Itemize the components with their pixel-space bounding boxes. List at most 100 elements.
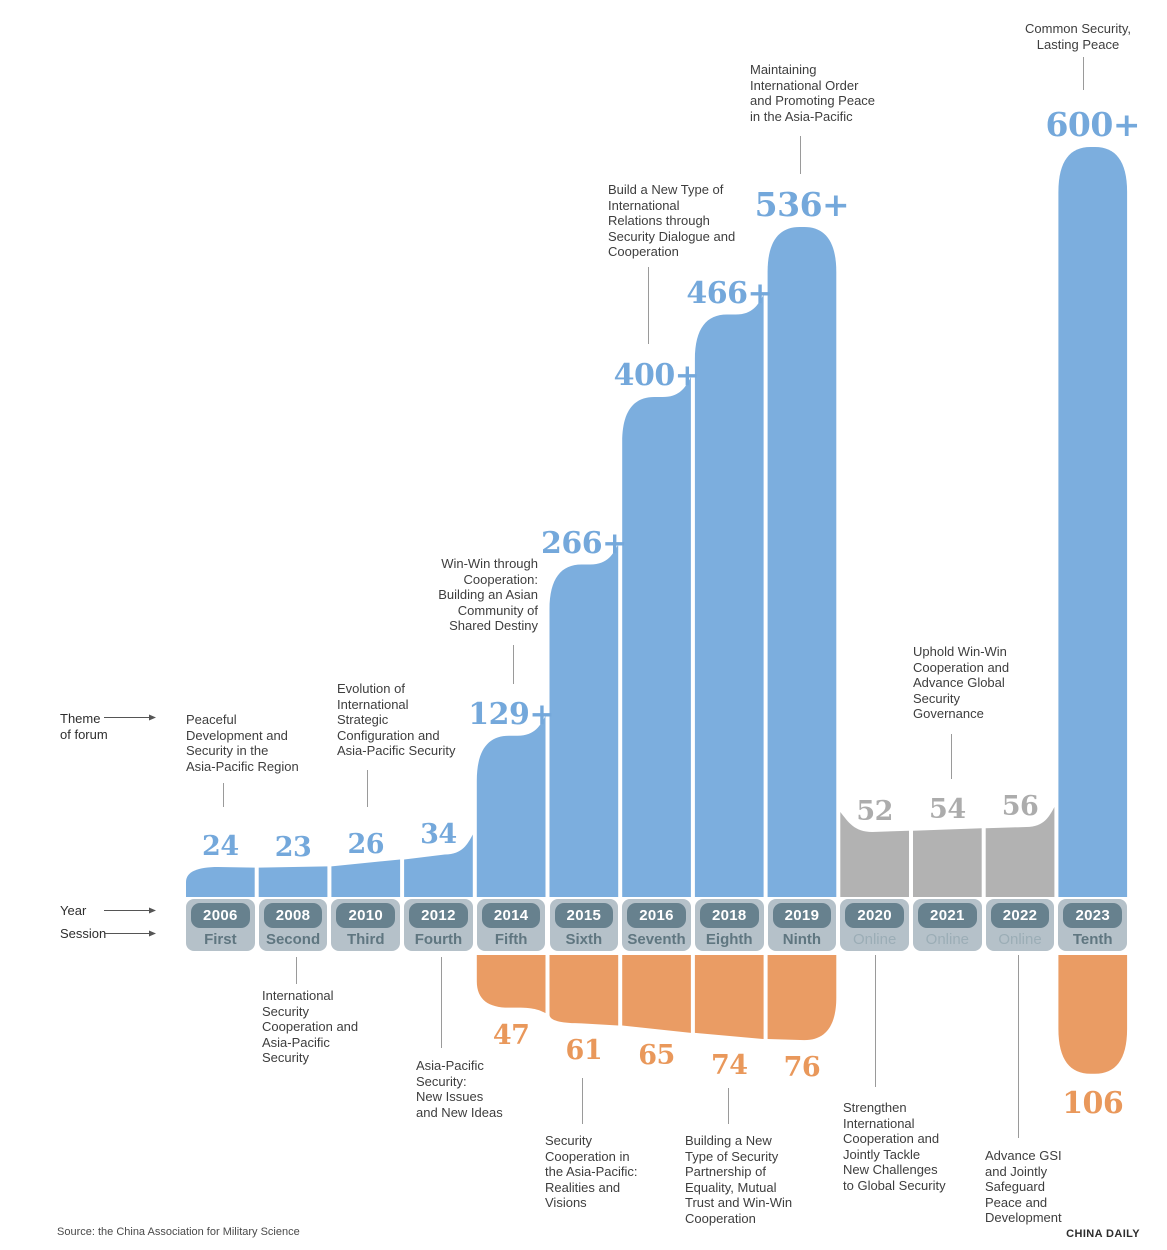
session-arrow-icon	[104, 930, 156, 937]
year-badge-2022: 2022	[990, 903, 1050, 928]
session-label-2018: Eighth	[705, 931, 753, 948]
bar-segment	[549, 544, 619, 897]
band-cell-2010: 2010 Third	[331, 899, 401, 951]
value-label-top-2015: 266+	[540, 525, 627, 561]
theme-leader-line-2023	[1083, 57, 1084, 90]
theme-label-2008: International Security Cooperation and A…	[262, 988, 359, 1066]
theme-label-2015: Security Cooperation in the Asia-Pacific…	[545, 1133, 638, 1211]
bar-segment	[840, 812, 909, 897]
value-label-bottom-2014: 47	[492, 1019, 530, 1051]
bar-segment	[767, 227, 837, 897]
theme-leader-line-2006	[223, 783, 224, 807]
year-arrow-icon	[104, 907, 156, 914]
bar-segment	[476, 715, 546, 897]
theme-label-2012: Asia-Pacific Security: New Issues and Ne…	[416, 1058, 503, 1120]
theme-leader-line-2014	[513, 645, 514, 684]
bar-segment	[186, 867, 255, 897]
bar-segment	[694, 294, 764, 897]
theme-arrow-icon	[104, 714, 156, 721]
session-label-2014: Fifth	[494, 931, 528, 948]
value-label-top-2021: 54	[929, 793, 966, 825]
year-badge-2012: 2012	[409, 903, 468, 928]
bar-segment	[985, 807, 1055, 897]
theme-label-2023: Common Security, Lasting Peace	[1025, 21, 1131, 52]
theme-leader-line-2010	[367, 770, 368, 807]
bar-segment	[404, 834, 473, 897]
publisher-credit: CHINA DAILY	[1066, 1228, 1140, 1240]
theme-leader-line-2016	[648, 267, 649, 344]
band-cell-2023: 2023 Tenth	[1058, 899, 1128, 951]
value-label-top-2019: 536+	[754, 185, 850, 224]
session-label-2021: Online	[925, 931, 970, 948]
year-badge-2019: 2019	[772, 903, 832, 928]
bar-segment	[331, 859, 401, 897]
session-label-2010: Third	[346, 931, 385, 948]
theme-leader-line-2021	[951, 734, 952, 779]
theme-of-forum-label: Theme of forum	[60, 711, 108, 742]
session-label-2006: First	[204, 931, 237, 948]
theme-label-2010: Evolution of International Strategic Con…	[337, 681, 456, 759]
band-cell-2015: 2015 Sixth	[549, 899, 619, 951]
year-badge-2020: 2020	[845, 903, 904, 928]
bar-segment	[622, 955, 691, 1033]
band-cell-2021: 2021 Online	[913, 899, 982, 951]
session-label-2012: Fourth	[414, 931, 463, 948]
bar-segment	[258, 866, 328, 897]
theme-leader-line-2019	[800, 136, 801, 174]
year-badge-2006: 2006	[191, 903, 250, 928]
year-badge-2010: 2010	[336, 903, 396, 928]
source-credit: Source: the China Association for Milita…	[57, 1226, 300, 1238]
value-label-bottom-2016: 65	[638, 1039, 675, 1071]
band-cell-2022: 2022 Online	[985, 899, 1055, 951]
year-badge-2016: 2016	[627, 903, 686, 928]
year-badge-2015: 2015	[554, 903, 614, 928]
value-label-bottom-2018: 74	[710, 1049, 748, 1081]
value-label-top-2012: 34	[420, 818, 457, 850]
theme-leader-line-2008	[296, 957, 297, 984]
theme-label-2014: Win-Win through Cooperation: Building an…	[438, 556, 538, 634]
theme-label-2019: Maintaining International Order and Prom…	[750, 62, 876, 124]
bar-segment	[913, 828, 982, 897]
value-label-bottom-2015: 61	[565, 1035, 603, 1067]
value-label-top-2018: 466+	[686, 275, 773, 311]
theme-leader-line-2012	[441, 957, 442, 1048]
year-badge-2014: 2014	[481, 903, 541, 928]
theme-leader-line-2020	[875, 955, 876, 1087]
year-badge-2008: 2008	[263, 903, 323, 928]
year-badge-2021: 2021	[918, 903, 977, 928]
session-axis-label: Session	[60, 926, 107, 941]
value-label-top-2010: 26	[347, 828, 385, 860]
session-label-2022: Online	[998, 931, 1042, 948]
value-label-top-2020: 52	[856, 796, 893, 827]
theme-label-2020: Strengthen International Cooperation and…	[843, 1100, 946, 1193]
session-label-2016: Seventh	[627, 931, 686, 948]
theme-label-2016: Build a New Type of International Relati…	[608, 182, 736, 260]
band-cell-2012: 2012 Fourth	[404, 899, 473, 951]
session-label-2019: Ninth	[782, 931, 822, 948]
session-label-2008: Second	[265, 931, 321, 948]
value-label-top-2008: 23	[274, 832, 312, 864]
bar-segment	[1058, 147, 1128, 897]
value-label-bottom-2019: 76	[783, 1052, 821, 1084]
year-axis-label: Year	[60, 903, 87, 918]
bar-segment	[767, 955, 837, 1041]
year-badge-2018: 2018	[699, 903, 759, 928]
band-cell-2014: 2014 Fifth	[476, 899, 546, 951]
value-label-top-2006: 24	[202, 831, 239, 862]
band-cell-2019: 2019 Ninth	[767, 899, 837, 951]
bar-segment	[549, 955, 619, 1026]
theme-leader-line-2018	[728, 1088, 729, 1124]
bar-segment	[476, 955, 546, 1014]
band-cell-2006: 2006 First	[186, 899, 255, 951]
year-badge-2023: 2023	[1063, 903, 1123, 928]
value-label-top-2014: 129+	[468, 696, 555, 732]
session-label-2020: Online	[852, 931, 897, 948]
band-cell-2020: 2020 Online	[840, 899, 909, 951]
session-label-2023: Tenth	[1072, 931, 1113, 948]
value-label-top-2016: 400+	[613, 358, 700, 393]
value-label-top-2022: 56	[1001, 791, 1039, 822]
bar-segment	[694, 955, 764, 1039]
theme-label-2018: Building a New Type of Security Partners…	[685, 1133, 793, 1226]
